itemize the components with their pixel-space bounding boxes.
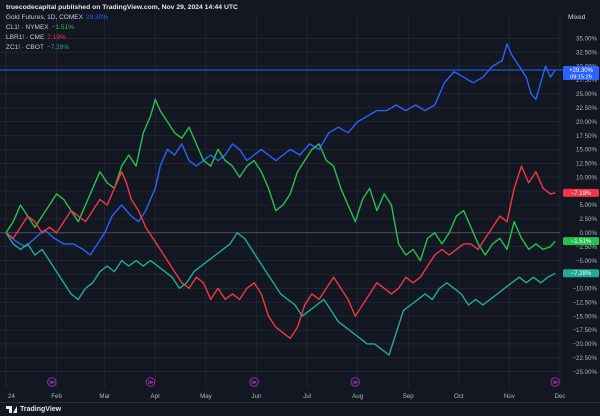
series-line-2 — [5, 165, 556, 339]
y-tick-label: 17.50% — [576, 133, 597, 140]
y-tick-label: 2.50% — [579, 216, 597, 223]
y-tick-label: −12.50% — [572, 299, 597, 306]
event-marker-glyph: ≫ — [148, 380, 154, 386]
x-tick-label: Aug — [352, 393, 364, 400]
y-tick-label: 12.50% — [576, 161, 597, 168]
chart-header: truecodecapital published on TradingView… — [6, 3, 238, 53]
event-marker-glyph: ≫ — [352, 380, 358, 386]
y-tick-label: −17.50% — [572, 327, 597, 334]
series-line-1 — [5, 98, 556, 262]
x-tick-label: Apr — [151, 393, 161, 400]
last-value-badge — [563, 237, 599, 246]
event-marker-icon — [350, 377, 360, 387]
event-marker-icon — [47, 377, 57, 387]
event-marker-glyph: ≫ — [49, 380, 55, 386]
event-markers: ≫ ≫ ≫ ≫ ≫ — [47, 377, 560, 387]
x-tick-label: Sep — [403, 393, 415, 400]
legend-corn[interactable]: ZC1! · CBOT −7.28% — [6, 43, 238, 53]
legend-gold-value: 29.30% — [85, 14, 108, 21]
grid — [0, 14, 568, 388]
event-marker-icon — [550, 377, 560, 387]
legend-gold-name: Gold Futures, 1D, COMEX — [6, 14, 83, 21]
footer-bar: TradingView — [0, 402, 600, 416]
event-marker-icon — [249, 377, 259, 387]
scale-mode-label[interactable]: Mixed — [568, 14, 586, 21]
legend-lumber[interactable]: LBR1! · CME 7.19% — [6, 33, 238, 43]
x-tick-label: 24 — [8, 393, 15, 400]
y-tick-label: 10.00% — [576, 174, 597, 181]
last-value-badges: +29.30%09:15:29 −1.51% −7.19% −7.28% — [563, 66, 599, 278]
y-tick-label: 5.00% — [579, 202, 597, 209]
series-line-3 — [5, 232, 556, 356]
y-tick-label: 27.50% — [576, 77, 597, 84]
legend-crude-name: CL1! · NYMEX — [6, 24, 49, 31]
y-tick-label: 22.50% — [576, 105, 597, 112]
x-tick-label: Oct — [454, 393, 464, 400]
y-tick-label: 15.00% — [576, 147, 597, 154]
y-tick-label: −10.00% — [572, 286, 597, 293]
last-value-badge — [563, 269, 599, 278]
x-tick-label: Feb — [51, 393, 62, 400]
event-marker-icon — [145, 377, 156, 387]
bar-countdown-text: 09:15:29 — [570, 75, 592, 81]
legend-corn-name: ZC1! · CBOT — [6, 44, 44, 51]
event-marker-glyph: ≫ — [552, 380, 558, 386]
tradingview-brand: TradingView — [20, 406, 62, 413]
y-tick-label: 0.00% — [579, 230, 597, 237]
legend-lumber-name: LBR1! · CME — [6, 34, 45, 41]
tradingview-logo-icon — [6, 406, 17, 413]
series-line-0 — [5, 43, 556, 256]
y-tick-label: −22.50% — [572, 355, 597, 362]
x-tick-label: Dec — [554, 393, 565, 400]
event-marker-glyph: ≫ — [251, 380, 257, 386]
legend-crude-value: −1.51% — [51, 24, 74, 31]
legend-corn-value: −7.28% — [46, 44, 70, 51]
last-value-text: −7.19% — [571, 191, 592, 197]
y-tick-label: −2.50% — [576, 244, 598, 251]
last-value-badge — [563, 188, 599, 197]
x-tick-label: May — [200, 393, 213, 400]
x-tick-label: Nov — [504, 393, 516, 400]
last-value-text: −7.28% — [571, 271, 592, 277]
x-tick-label: Mar — [99, 393, 110, 400]
legend-lumber-value: 7.19% — [47, 34, 66, 41]
publish-line: truecodecapital published on TradingView… — [6, 4, 238, 11]
y-tick-label: −5.00% — [576, 258, 598, 265]
last-value-badge — [563, 66, 599, 80]
x-axis: 24 Feb Mar Apr May Jun Jul Aug Sep Oct Nov Dec — [8, 393, 566, 400]
y-tick-label: −15.00% — [572, 313, 597, 320]
y-axis: 35.00%32.50%30.00%27.50%25.00%22.50%20.0… — [572, 36, 597, 376]
y-tick-label: 20.00% — [576, 119, 597, 126]
y-tick-label: −25.00% — [572, 369, 597, 376]
x-tick-label: Jul — [303, 393, 311, 400]
last-value-text: −1.51% — [571, 239, 592, 245]
tradingview-logo[interactable]: TradingView — [6, 406, 61, 413]
y-tick-label: 32.50% — [576, 49, 597, 56]
y-tick-label: 35.00% — [576, 36, 597, 43]
y-tick-label: −20.00% — [572, 341, 597, 348]
last-value-text: +29.30% — [569, 68, 594, 74]
y-tick-label: 25.00% — [576, 91, 597, 98]
legend-crude[interactable]: CL1! · NYMEX −1.51% — [6, 23, 238, 33]
x-tick-label: Jun — [252, 393, 263, 400]
series-lines — [5, 43, 556, 356]
legend-gold[interactable]: Gold Futures, 1D, COMEX 29.30% — [6, 13, 238, 23]
